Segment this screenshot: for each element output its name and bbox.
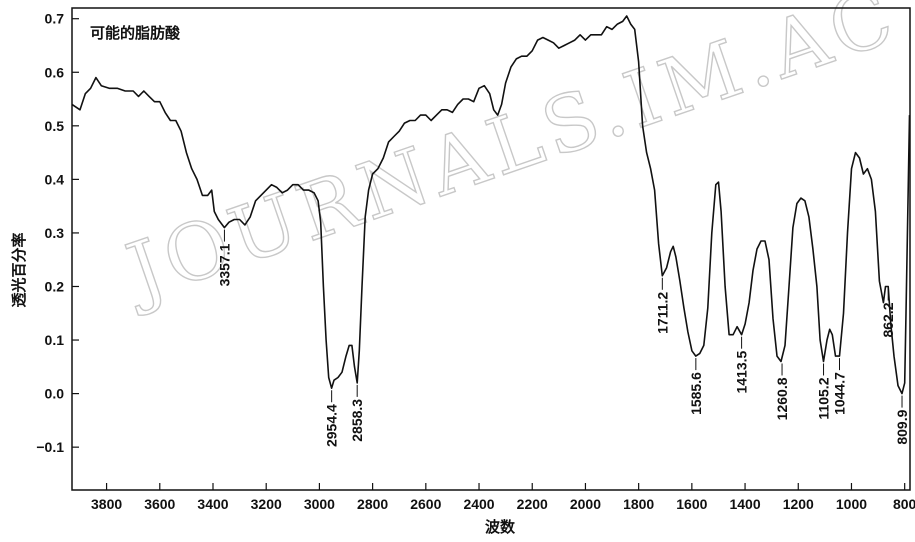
x-tick-label: 2000 — [570, 496, 601, 512]
peak-label: 2954.4 — [324, 404, 340, 447]
peak-label: 862.2 — [880, 302, 896, 337]
x-tick-label: 3800 — [91, 496, 122, 512]
y-tick-label: 0.0 — [45, 386, 65, 402]
x-tick-label: 1600 — [676, 496, 707, 512]
x-tick-label: 2400 — [463, 496, 494, 512]
series-group — [71, 15, 911, 395]
peak-label: 1585.6 — [688, 372, 704, 415]
y-tick-label: 0.5 — [45, 118, 65, 134]
peak-label: 2858.3 — [349, 399, 365, 442]
y-axis-label: 透光百分率 — [10, 232, 28, 307]
x-tick-label: 3400 — [197, 496, 228, 512]
y-tick-label: 0.3 — [45, 225, 65, 241]
chart-title: 可能的脂肪酸 — [90, 24, 181, 42]
peak-label: 1260.8 — [774, 377, 790, 420]
x-tick-label: 1400 — [729, 496, 760, 512]
x-tick-label: 1200 — [783, 496, 814, 512]
x-tick-label: 2200 — [517, 496, 548, 512]
peak-label: 1105.2 — [816, 377, 832, 419]
peak-label: 1711.2 — [654, 292, 670, 334]
spectrum-line — [71, 15, 911, 395]
y-tick-label: 0.1 — [45, 332, 65, 348]
peak-label: 1413.5 — [734, 350, 750, 393]
y-tick-label: 0.6 — [45, 64, 65, 80]
y-tick-label: 0.4 — [45, 171, 65, 187]
x-tick-label: 3200 — [251, 496, 282, 512]
axes-group: 3800 3600 3400 3200 3000 2800 2600 2400 2200 2000… — [36, 7, 915, 512]
x-tick-label: 1800 — [623, 496, 654, 512]
y-tick-label: −0.1 — [36, 439, 64, 455]
peak-label: 1044.7 — [832, 372, 848, 415]
x-tick-label: 2600 — [410, 496, 441, 512]
x-axis-label: 波数 — [485, 518, 516, 536]
plot-frame — [71, 7, 911, 491]
peak-annotations: 3357.1 2954.4 2858.3 1711.2 1585.6 1413.5 1260… — [216, 229, 910, 447]
x-tick-label: 800 — [893, 496, 915, 512]
peak-label: 3357.1 — [216, 243, 232, 286]
y-tick-label: 0.2 — [45, 278, 65, 294]
x-tick-label: 2800 — [357, 496, 388, 512]
y-tick-label: 0.7 — [45, 11, 65, 27]
x-tick-label: 3000 — [304, 496, 335, 512]
x-tick-label: 1000 — [836, 496, 867, 512]
x-tick-label: 3600 — [144, 496, 175, 512]
peak-label: 809.9 — [894, 409, 910, 444]
